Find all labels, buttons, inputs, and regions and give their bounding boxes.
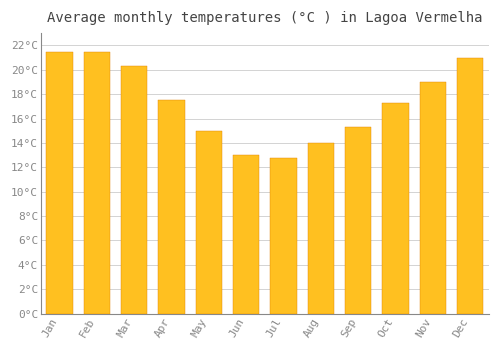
Bar <box>196 131 222 314</box>
Title: Average monthly temperatures (°C ) in Lagoa Vermelha: Average monthly temperatures (°C ) in La… <box>47 11 482 25</box>
Bar <box>382 103 408 314</box>
Bar <box>308 143 334 314</box>
Bar <box>84 51 110 314</box>
Bar <box>420 82 446 314</box>
Bar <box>158 100 184 314</box>
Bar <box>345 127 372 314</box>
Bar <box>121 66 148 314</box>
Bar <box>457 58 483 314</box>
Bar <box>270 158 296 314</box>
Bar <box>233 155 260 314</box>
Bar <box>46 51 72 314</box>
